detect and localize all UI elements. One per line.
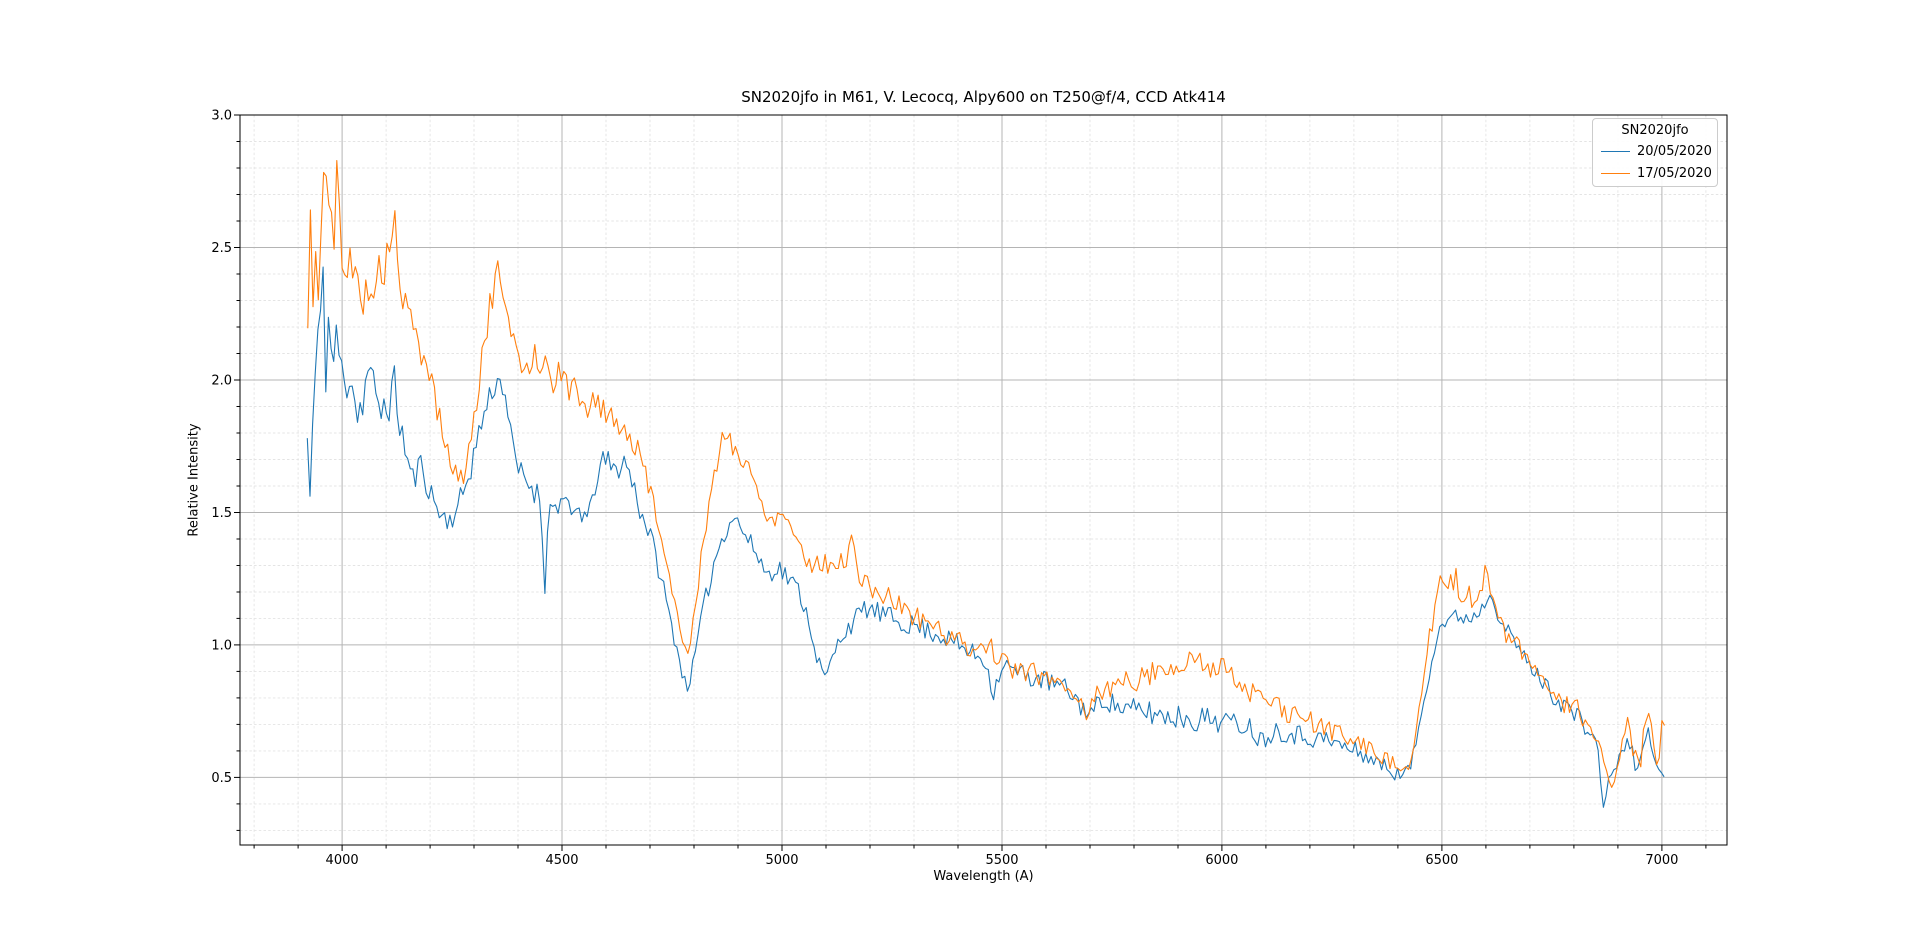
legend-line-swatch-orange <box>1601 172 1630 174</box>
series-line-20-05-2020 <box>306 266 1665 808</box>
axis-ticks <box>234 114 1707 851</box>
x-tick-label: 6500 <box>1425 853 1458 868</box>
y-tick-label: 2.5 <box>211 241 232 256</box>
legend-line-swatch-blue <box>1601 150 1630 152</box>
x-tick-label: 4500 <box>545 853 578 868</box>
legend-title: SN2020jfo <box>1621 123 1689 138</box>
x-tick-label: 7000 <box>1645 853 1678 868</box>
axes-frame <box>239 114 1728 846</box>
y-tick-label: 2.0 <box>211 374 232 389</box>
legend-entry-label: 17/05/2020 <box>1637 165 1712 181</box>
x-axis-label: Wavelength (A) <box>933 869 1034 884</box>
y-axis-label: Relative Intensity <box>186 423 202 537</box>
chart-title: SN2020jfo in M61, V. Lecocq, Alpy600 on … <box>741 88 1226 106</box>
y-tick-label: 1.0 <box>211 638 232 653</box>
x-tick-label: 4000 <box>326 853 359 868</box>
legend-entry-label: 20/05/2020 <box>1637 143 1712 159</box>
x-tick-label: 6000 <box>1205 853 1238 868</box>
y-tick-label: 1.5 <box>211 506 232 521</box>
x-tick-label: 5500 <box>985 853 1018 868</box>
y-tick-label: 3.0 <box>211 109 232 124</box>
legend-entry: 17/05/2020 <box>1601 162 1712 184</box>
grid-minor <box>240 115 1727 845</box>
legend-entry: 20/05/2020 <box>1601 140 1712 162</box>
x-tick-label: 5000 <box>765 853 798 868</box>
legend: SN2020jfo 20/05/2020 17/05/2020 <box>1592 118 1718 187</box>
series-line-17-05-2020 <box>307 160 1665 788</box>
axis-tick-labels: 4000 4500 5000 5500 6000 6500 7000 0.5 1.0 1.5 2.0… <box>211 109 1678 869</box>
y-tick-label: 0.5 <box>211 771 232 786</box>
